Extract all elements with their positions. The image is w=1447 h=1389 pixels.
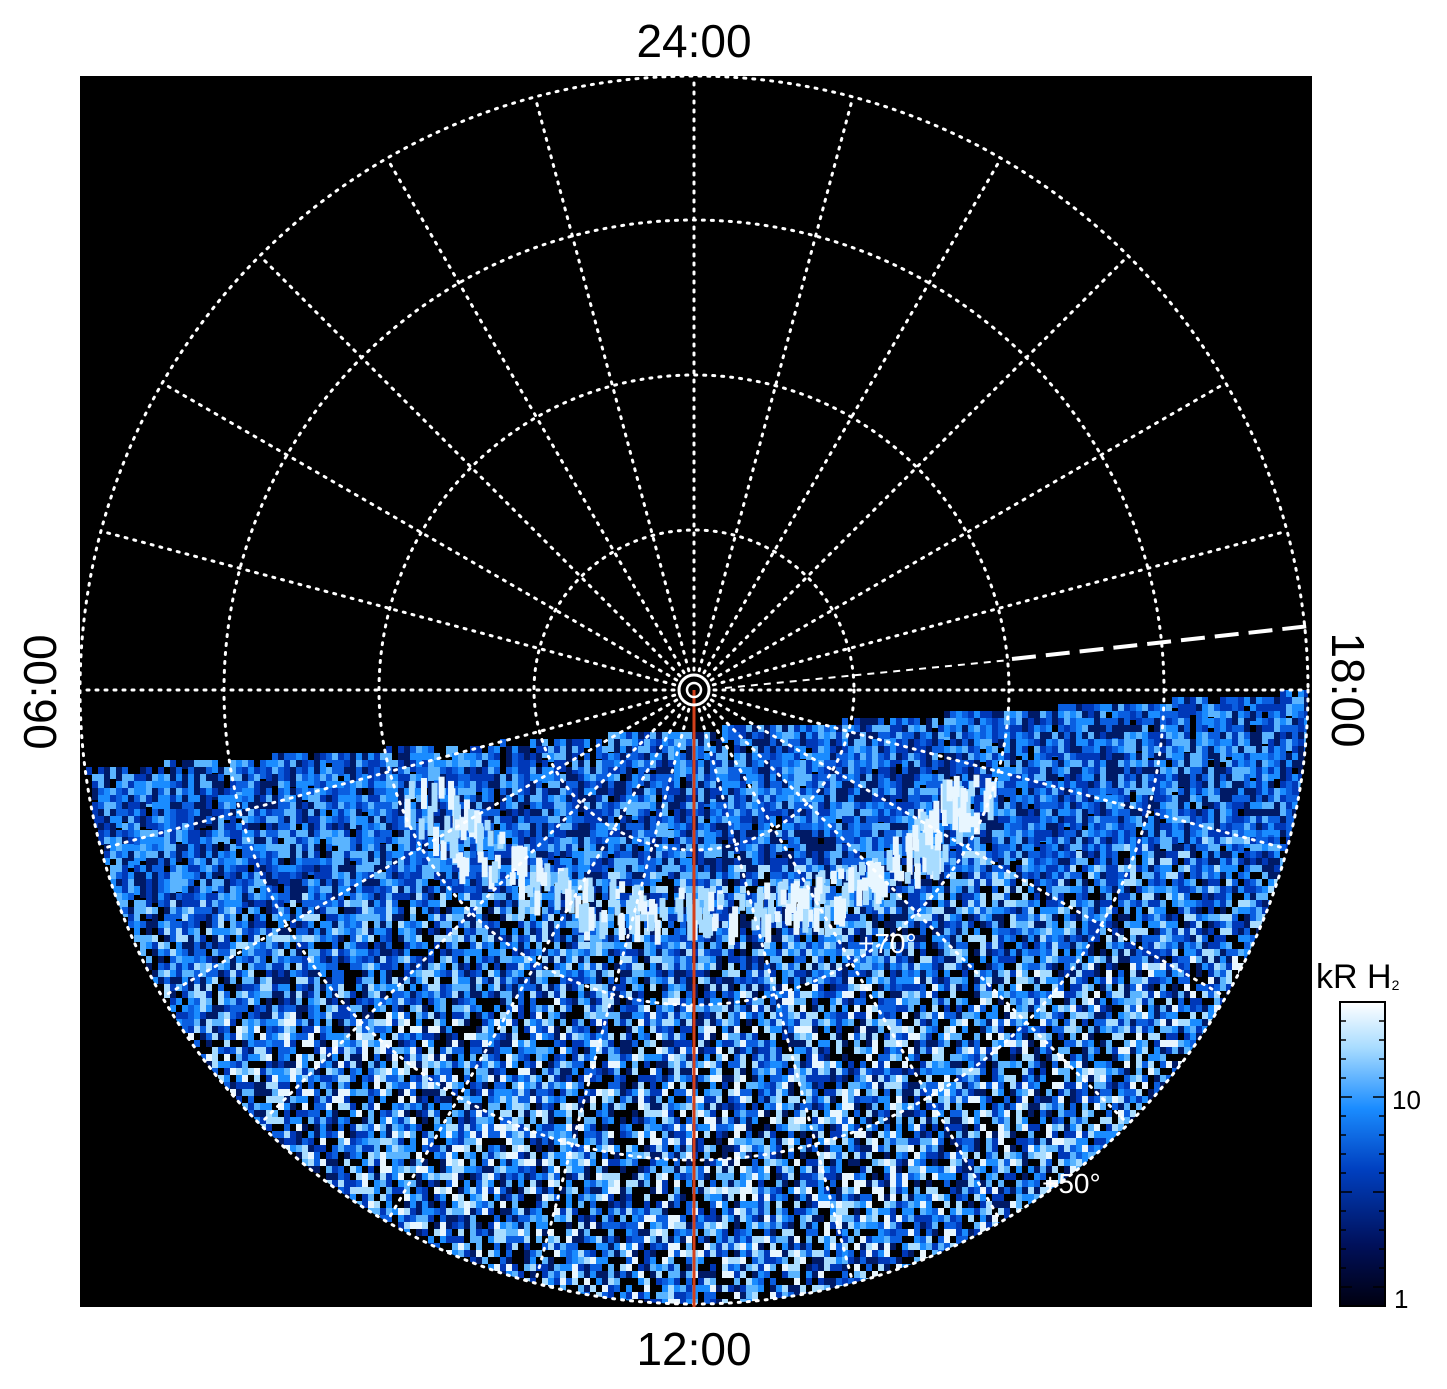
colorbar	[1340, 1002, 1385, 1306]
local-time-label-bottom: 12:00	[636, 1326, 751, 1372]
colorbar-title: kR H2	[1316, 958, 1399, 997]
colorbar-tick-1: 1	[1394, 1284, 1408, 1315]
colorbar-title-subscript: 2	[1392, 977, 1400, 993]
latitude-label-50: +50°	[1042, 1170, 1101, 1198]
colorbar-title-main: kR H	[1316, 958, 1392, 996]
latitude-label-70: +70°	[858, 930, 917, 958]
local-time-label-right: 18:00	[1325, 632, 1371, 747]
local-time-label-left: 06:00	[17, 634, 63, 749]
local-time-label-top: 24:00	[636, 18, 751, 64]
colorbar-tick-10: 10	[1392, 1085, 1421, 1116]
